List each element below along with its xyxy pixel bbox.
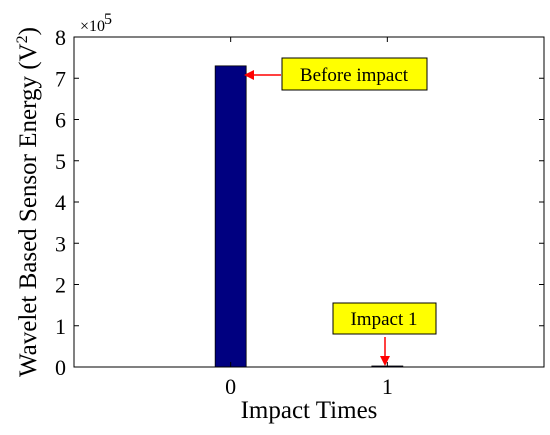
annotation-impact-1: Impact 1	[332, 302, 437, 366]
y-axis-label-sup: 2	[14, 35, 31, 43]
annotation-before-impact: Before impact	[244, 57, 428, 91]
y-tick-label-7: 7	[55, 66, 66, 91]
y-tick-label-2: 2	[55, 273, 66, 298]
y-axis-label: Wavelet Based Sensor Energy (V2)	[14, 27, 42, 377]
annotation-impact-1-text: Impact 1	[350, 309, 417, 330]
y-tick-label-1: 1	[55, 314, 66, 339]
annotation-impact-1-box	[332, 302, 437, 335]
y-scale-exponent: 5	[104, 11, 112, 28]
x-axis-label: Impact Times	[241, 397, 378, 424]
y-axis-label-main: Wavelet Based Sensor Energy (V	[15, 43, 42, 377]
annotation-before-impact-box	[281, 57, 428, 91]
y-tick-label-3: 3	[55, 231, 66, 256]
y-tick-label-8: 8	[55, 25, 66, 50]
y-tick-label-5: 5	[55, 149, 66, 174]
y-axis: 0 1 2 3 4 5 6 7 8	[55, 25, 544, 380]
y-tick-label-4: 4	[55, 190, 66, 215]
y-tick-label-6: 6	[55, 108, 66, 133]
annotation-before-impact-text: Before impact	[300, 65, 409, 86]
x-tick-label-0: 0	[225, 374, 236, 399]
y-scale-base: ×10	[80, 18, 105, 35]
x-tick-label-1: 1	[382, 374, 393, 399]
y-tick-label-0: 0	[55, 355, 66, 380]
y-axis-label-end: )	[15, 27, 42, 35]
bar-0	[214, 65, 247, 368]
